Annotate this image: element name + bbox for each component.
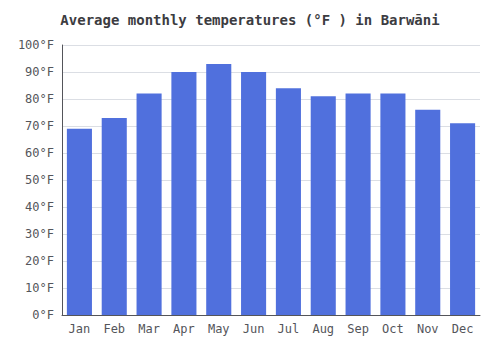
svg-text:Feb: Feb	[103, 322, 125, 336]
svg-text:Jan: Jan	[69, 322, 91, 336]
svg-text:30°F: 30°F	[25, 227, 54, 241]
svg-text:Average monthly temperatures (: Average monthly temperatures (°F ) in Ba…	[60, 12, 439, 28]
svg-text:May: May	[208, 322, 230, 336]
svg-text:Dec: Dec	[452, 322, 474, 336]
svg-text:50°F: 50°F	[25, 173, 54, 187]
svg-text:Aug: Aug	[312, 322, 334, 336]
svg-text:Jun: Jun	[243, 322, 265, 336]
svg-text:70°F: 70°F	[25, 119, 54, 133]
svg-text:Jul: Jul	[278, 322, 300, 336]
svg-text:Nov: Nov	[417, 322, 439, 336]
svg-text:Mar: Mar	[138, 322, 160, 336]
svg-text:100°F: 100°F	[18, 38, 54, 52]
svg-text:0°F: 0°F	[32, 308, 54, 322]
svg-text:80°F: 80°F	[25, 92, 54, 106]
svg-text:60°F: 60°F	[25, 146, 54, 160]
svg-text:Sep: Sep	[347, 322, 369, 336]
svg-text:Apr: Apr	[173, 322, 195, 336]
svg-text:90°F: 90°F	[25, 65, 54, 79]
svg-text:Oct: Oct	[382, 322, 404, 336]
svg-text:10°F: 10°F	[25, 281, 54, 295]
svg-text:20°F: 20°F	[25, 254, 54, 268]
svg-text:40°F: 40°F	[25, 200, 54, 214]
